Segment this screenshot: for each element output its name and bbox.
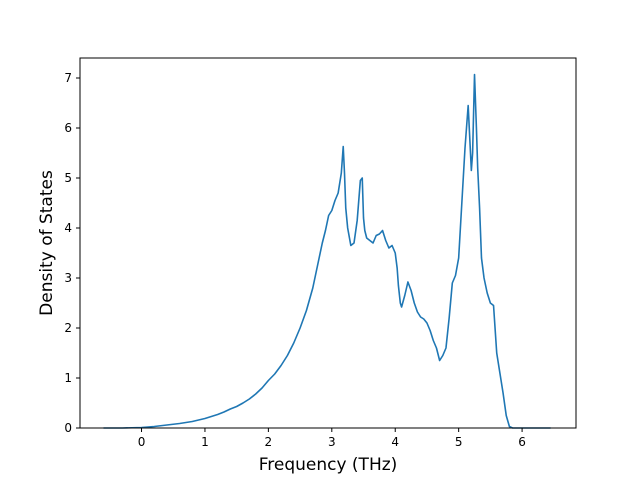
y-tick-label: 0 xyxy=(64,421,72,435)
y-tick-label: 6 xyxy=(64,121,72,135)
y-tick-label: 7 xyxy=(64,71,72,85)
x-tick-label: 1 xyxy=(201,435,209,449)
x-tick-label: 4 xyxy=(391,435,399,449)
x-tick-label: 2 xyxy=(265,435,273,449)
x-tick-label: 0 xyxy=(138,435,146,449)
y-tick-label: 2 xyxy=(64,321,72,335)
dos-series-line-0 xyxy=(103,73,551,429)
y-tick-label: 4 xyxy=(64,221,72,235)
x-tick-label: 6 xyxy=(518,435,526,449)
x-tick-label: 3 xyxy=(328,435,336,449)
x-axis-ticks: 0 1 2 3 4 5 6 xyxy=(138,428,526,449)
y-axis-ticks: 0 1 2 3 4 5 6 7 xyxy=(64,71,80,435)
y-tick-label: 1 xyxy=(64,371,72,385)
y-tick-label: 3 xyxy=(64,271,72,285)
x-tick-label: 5 xyxy=(455,435,463,449)
y-tick-label: 5 xyxy=(64,171,72,185)
x-axis-title: Frequency (THz) xyxy=(259,455,398,475)
plot-area-frame xyxy=(79,57,577,429)
y-axis-title: Density of States xyxy=(37,170,57,316)
